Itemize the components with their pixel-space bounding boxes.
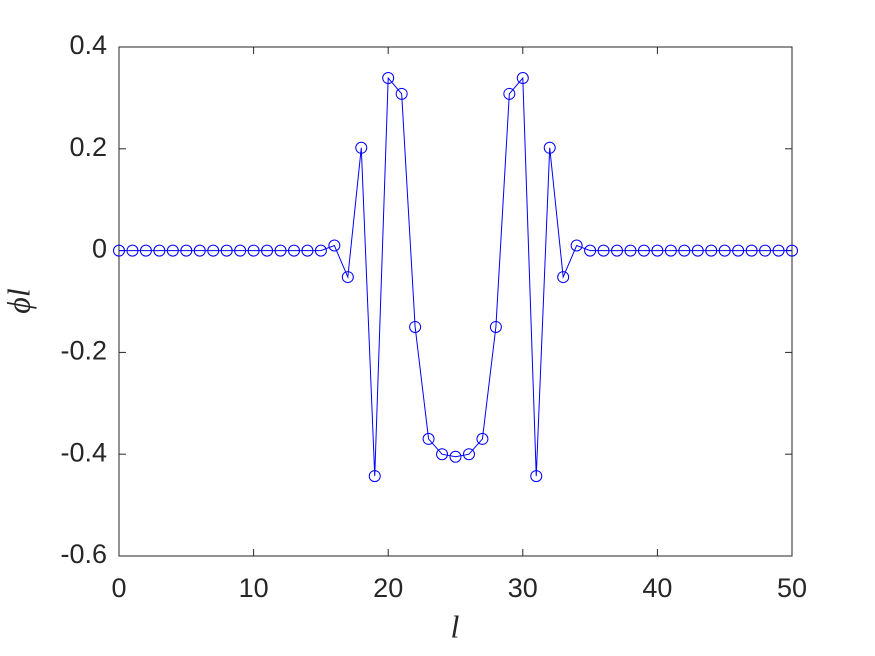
y-tick-label: 0.2 <box>69 132 107 162</box>
y-tick-label: -0.4 <box>60 437 107 467</box>
data-point <box>368 470 381 483</box>
data-point <box>530 470 543 483</box>
data-point <box>611 244 624 257</box>
data-point <box>597 244 610 257</box>
y-tick-label: 0 <box>92 234 107 264</box>
data-point <box>772 244 785 257</box>
data-point <box>341 271 354 284</box>
data-point <box>153 244 166 257</box>
data-point <box>691 244 704 257</box>
data-point <box>584 244 597 257</box>
data-point <box>476 432 489 445</box>
data-point <box>422 432 435 445</box>
data-point <box>678 244 691 257</box>
data-point <box>193 244 206 257</box>
data-point <box>624 244 637 257</box>
data-point <box>543 141 556 154</box>
data-point <box>759 244 772 257</box>
data-point <box>274 244 287 257</box>
data-point <box>732 244 745 257</box>
data-point <box>166 244 179 257</box>
data-line <box>119 76 792 477</box>
data-point <box>557 271 570 284</box>
data-point <box>139 244 152 257</box>
data-point <box>355 141 368 154</box>
data-point <box>409 320 422 333</box>
data-point <box>705 244 718 257</box>
data-point <box>328 239 341 252</box>
data-point <box>436 448 449 461</box>
data-point <box>247 244 260 257</box>
data-point <box>234 244 247 257</box>
x-tick-label: 30 <box>508 573 538 603</box>
data-point <box>180 244 193 257</box>
data-point <box>382 72 395 85</box>
x-tick-label: 20 <box>373 573 403 603</box>
data-point <box>516 72 529 85</box>
y-tick-label: 0.4 <box>69 30 107 60</box>
data-point <box>261 244 274 257</box>
x-tick-label: 50 <box>777 573 807 603</box>
data-point <box>745 244 758 257</box>
data-point <box>301 244 314 257</box>
data-point <box>637 244 650 257</box>
data-point <box>220 244 233 257</box>
x-tick-label: 10 <box>239 573 269 603</box>
data-point <box>503 87 516 100</box>
y-tick-label: -0.2 <box>60 336 107 366</box>
data-point <box>462 448 475 461</box>
plot-box <box>118 46 793 557</box>
data-point <box>489 320 502 333</box>
x-tick-label: 40 <box>642 573 672 603</box>
data-point <box>651 244 664 257</box>
data-point <box>449 450 462 463</box>
y-tick-label: -0.6 <box>60 539 107 569</box>
data-point <box>664 244 677 257</box>
data-point <box>314 244 327 257</box>
data-point <box>570 239 583 252</box>
data-point <box>207 244 220 257</box>
x-tick-label: 0 <box>111 573 126 603</box>
y-axis-label: ϕl <box>0 288 36 314</box>
data-point <box>718 244 731 257</box>
data-point <box>126 244 139 257</box>
data-point <box>287 244 300 257</box>
data-point <box>395 87 408 100</box>
x-axis-label: l <box>451 608 460 644</box>
data-point <box>113 244 125 257</box>
data-point <box>786 244 798 257</box>
